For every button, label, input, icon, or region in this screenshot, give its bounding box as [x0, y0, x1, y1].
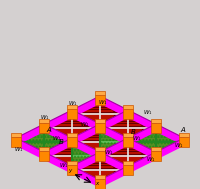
Polygon shape [128, 128, 184, 156]
Text: $B$: $B$ [58, 137, 64, 146]
Polygon shape [128, 152, 156, 170]
Polygon shape [72, 110, 100, 128]
Polygon shape [128, 124, 156, 142]
Polygon shape [128, 138, 156, 156]
Polygon shape [151, 147, 161, 151]
Polygon shape [44, 138, 72, 156]
Polygon shape [16, 138, 44, 156]
Polygon shape [72, 128, 128, 156]
Text: $W_1$: $W_1$ [68, 99, 78, 108]
Text: $W_1$: $W_1$ [59, 161, 69, 170]
Polygon shape [179, 137, 189, 147]
Polygon shape [95, 95, 105, 105]
Polygon shape [44, 142, 100, 170]
Polygon shape [67, 109, 77, 119]
Polygon shape [179, 133, 189, 137]
Polygon shape [72, 166, 100, 184]
Polygon shape [39, 123, 49, 133]
Text: $A$: $A$ [180, 125, 187, 134]
Text: $W_1$: $W_1$ [52, 134, 62, 143]
Text: $B$: $B$ [130, 127, 136, 136]
Polygon shape [72, 138, 100, 156]
Text: $W_1$: $W_1$ [146, 155, 156, 164]
Polygon shape [100, 96, 128, 114]
Polygon shape [39, 151, 49, 161]
Polygon shape [100, 124, 128, 142]
Polygon shape [67, 161, 77, 165]
Polygon shape [123, 133, 133, 137]
Polygon shape [95, 91, 105, 95]
Polygon shape [100, 138, 128, 156]
Polygon shape [100, 152, 128, 170]
Polygon shape [128, 128, 184, 156]
Text: $W_1$: $W_1$ [174, 141, 184, 150]
Polygon shape [72, 100, 128, 128]
Polygon shape [44, 110, 72, 128]
Text: $A$: $A$ [46, 125, 53, 134]
Polygon shape [72, 156, 128, 184]
Polygon shape [128, 110, 156, 128]
Polygon shape [151, 151, 161, 161]
Polygon shape [100, 114, 156, 142]
Polygon shape [151, 119, 161, 123]
Polygon shape [67, 137, 77, 147]
Polygon shape [44, 152, 72, 170]
Text: y: y [68, 168, 71, 173]
Polygon shape [123, 161, 133, 165]
Polygon shape [11, 137, 21, 147]
Polygon shape [39, 147, 49, 151]
Polygon shape [123, 105, 133, 109]
Polygon shape [16, 128, 72, 156]
Polygon shape [156, 138, 184, 156]
Text: $W_1$: $W_1$ [80, 120, 90, 129]
Text: $W_1$: $W_1$ [98, 98, 108, 107]
Polygon shape [39, 119, 49, 123]
Text: $W_1$: $W_1$ [14, 145, 24, 154]
Polygon shape [67, 165, 77, 175]
Polygon shape [72, 152, 100, 170]
Polygon shape [44, 114, 100, 142]
Polygon shape [72, 142, 100, 170]
Text: x: x [95, 181, 98, 186]
Polygon shape [95, 175, 105, 179]
Polygon shape [72, 96, 100, 114]
Polygon shape [123, 109, 133, 119]
Polygon shape [95, 151, 105, 161]
Text: $W_1$: $W_1$ [143, 108, 153, 117]
Polygon shape [16, 128, 72, 156]
Polygon shape [67, 133, 77, 137]
Polygon shape [95, 119, 105, 123]
Polygon shape [44, 124, 72, 142]
Text: $W_1$: $W_1$ [104, 148, 114, 157]
Polygon shape [156, 124, 184, 142]
Polygon shape [100, 128, 128, 156]
Polygon shape [11, 133, 21, 137]
Polygon shape [72, 124, 100, 142]
Polygon shape [95, 179, 105, 189]
Polygon shape [100, 166, 128, 184]
Text: $W_1$: $W_1$ [132, 134, 142, 143]
Polygon shape [95, 123, 105, 133]
Text: $W_1$: $W_1$ [40, 113, 50, 122]
Polygon shape [16, 124, 44, 142]
Polygon shape [100, 110, 128, 128]
Polygon shape [123, 165, 133, 175]
Polygon shape [151, 123, 161, 133]
Polygon shape [123, 137, 133, 147]
Polygon shape [95, 147, 105, 151]
Polygon shape [67, 105, 77, 109]
Polygon shape [100, 142, 156, 170]
